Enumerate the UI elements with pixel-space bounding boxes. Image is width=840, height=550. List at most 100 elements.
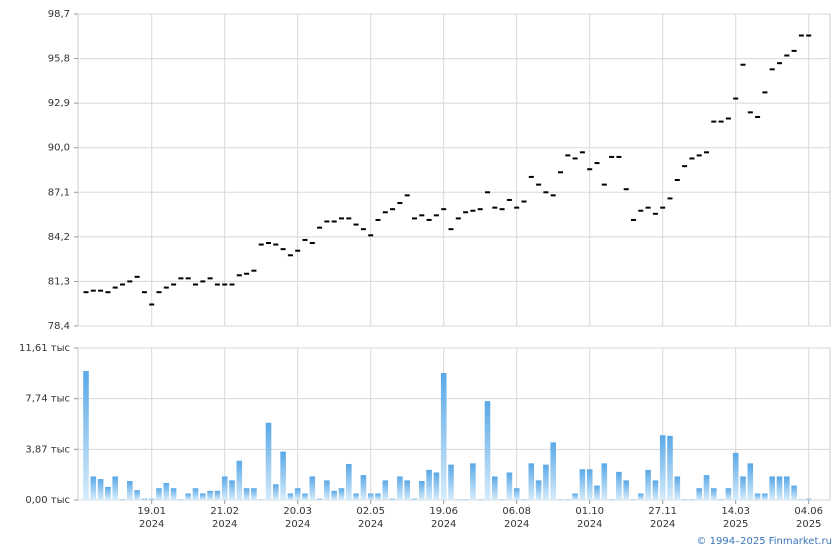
volume-bar (586, 469, 593, 500)
price-mark (346, 217, 352, 220)
volume-bar (156, 488, 162, 500)
price-mark (156, 291, 162, 294)
price-mark (258, 243, 264, 246)
price-mark (375, 218, 381, 221)
price-mark (704, 151, 709, 154)
price-mark (689, 157, 695, 160)
price-mark (550, 194, 556, 197)
volume-bar (221, 476, 228, 500)
price-mark (579, 151, 585, 154)
volume-bar (557, 499, 564, 500)
x-tick-label: 06.08 (502, 506, 531, 517)
y-tick-label: 92,9 (48, 98, 70, 109)
price-mark (426, 218, 432, 221)
volume-bar (579, 469, 586, 500)
volume-bar (805, 498, 812, 500)
price-mark (185, 277, 191, 280)
x-tick-year: 2024 (577, 519, 602, 530)
x-tick-year: 2025 (723, 519, 748, 530)
x-tick-label: 19.06 (429, 506, 458, 517)
y-tick-label: 3,87 тыс (25, 444, 70, 455)
volume-bar (353, 493, 359, 500)
price-mark (207, 277, 213, 280)
volume-bar (316, 498, 323, 500)
price-mark (806, 34, 812, 37)
x-tick-year: 2024 (139, 519, 164, 530)
price-mark (149, 303, 155, 306)
price-mark (214, 283, 220, 286)
price-mark (171, 283, 177, 286)
price-mark (266, 242, 271, 245)
volume-bar (550, 442, 556, 500)
price-mark (652, 212, 658, 215)
volume-bar (134, 490, 140, 500)
y-tick-label: 11,61 тыс (19, 343, 70, 354)
volume-bar (616, 471, 622, 500)
volume-bar (404, 480, 410, 500)
volume-bar (243, 488, 250, 500)
volume-bar (499, 499, 505, 500)
x-tick-label: 14.03 (721, 506, 750, 517)
price-mark (90, 289, 96, 292)
price-mark (412, 217, 417, 220)
x-tick-year: 2024 (285, 519, 310, 530)
price-mark (433, 214, 439, 217)
volume-bar (280, 451, 286, 500)
volume-bar (630, 499, 637, 500)
price-mark (623, 188, 629, 191)
price-mark (565, 154, 571, 157)
price-mark (229, 283, 235, 286)
x-tick-label: 02.05 (356, 506, 385, 517)
price-mark (222, 283, 228, 286)
price-mark (682, 165, 688, 168)
volume-bar (776, 476, 783, 500)
price-mark (536, 183, 542, 186)
price-mark (251, 269, 257, 272)
price-mark (777, 62, 782, 65)
price-mark (295, 249, 301, 252)
volume-bar (287, 493, 294, 500)
price-mark (441, 208, 447, 211)
volume-bar (638, 493, 644, 500)
volume-bar (594, 485, 600, 500)
price-mark (331, 220, 337, 223)
x-tick-year: 2024 (358, 519, 383, 530)
volume-bar (178, 499, 184, 500)
volume-bar (338, 488, 345, 500)
price-mark (302, 238, 308, 241)
price-mark (762, 91, 768, 94)
price-mark (105, 291, 111, 294)
volume-bar (718, 499, 724, 500)
volume-bar (470, 463, 476, 500)
volume-bar (294, 488, 301, 500)
price-mark (558, 171, 563, 174)
x-tick-year: 2024 (431, 519, 456, 530)
volume-bar (681, 499, 688, 500)
price-mark (163, 286, 169, 289)
volume-bar (367, 493, 374, 500)
volume-bar (696, 488, 702, 500)
price-mark (696, 154, 702, 157)
price-mark (287, 254, 293, 257)
volume-bar (389, 498, 396, 500)
price-mark (674, 178, 680, 181)
x-tick-label: 04.06 (794, 506, 823, 517)
price-mark (112, 286, 118, 289)
price-mark (725, 117, 731, 120)
volume-bar (791, 485, 797, 500)
price-mark (711, 120, 717, 123)
y-tick-label: 78,4 (48, 321, 70, 332)
price-mark (382, 211, 388, 214)
price-mark (390, 208, 396, 211)
volume-bar (309, 476, 316, 500)
volume-bar (725, 488, 732, 500)
volume-bar (740, 476, 746, 500)
volume-bar (652, 480, 659, 500)
x-tick-year: 2024 (504, 519, 529, 530)
volume-bar (324, 480, 330, 500)
volume-bar (426, 469, 432, 500)
price-mark (660, 206, 666, 209)
volume-bar (543, 464, 549, 500)
volume-bar (192, 488, 199, 500)
volume-bar (769, 476, 775, 500)
